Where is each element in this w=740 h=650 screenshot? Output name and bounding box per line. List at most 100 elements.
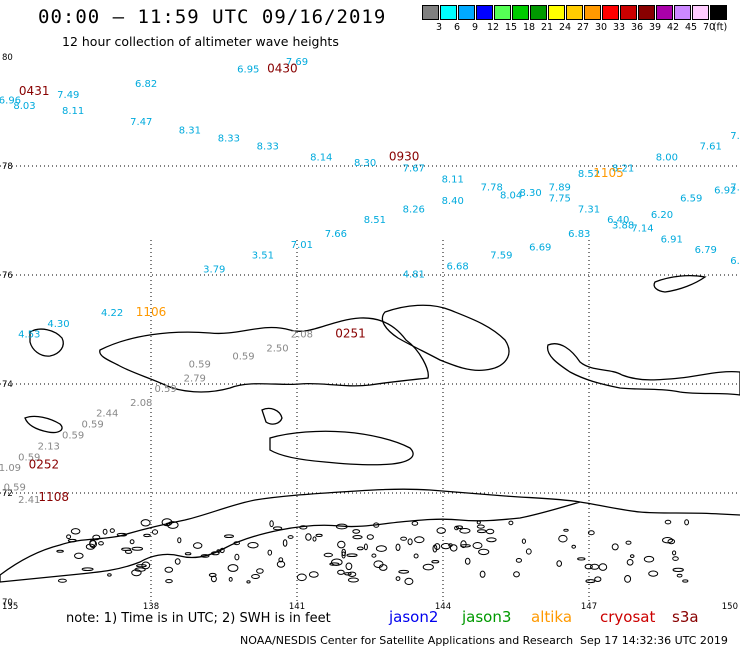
coastline-island-faddeyevsky xyxy=(381,304,510,372)
delta-islet xyxy=(407,538,413,546)
wave-height-label: 2.44 xyxy=(96,409,118,420)
delta-islet xyxy=(211,551,220,556)
delta-islet xyxy=(508,520,514,526)
wave-height-label: 8.26 xyxy=(403,204,425,215)
delta-islet xyxy=(395,543,401,551)
wave-height-label: 6.40 xyxy=(607,215,629,226)
map-labels: 7.69 6.95 6.82 7.49 6.968.03 8.11 7.47 8.31 8.33… xyxy=(0,57,740,506)
satellite-legend-altika: altika xyxy=(531,608,573,626)
wave-height-label: 7.01 xyxy=(291,240,313,251)
delta-islet xyxy=(571,544,577,549)
color-scale-tick: 36 xyxy=(630,22,644,33)
color-scale-swatch xyxy=(440,5,457,20)
delta-islet xyxy=(460,544,471,548)
color-scale-tick: 42 xyxy=(666,22,680,33)
color-scale-tick: 24 xyxy=(558,22,572,33)
delta-islet xyxy=(375,545,387,552)
delta-islet xyxy=(151,529,159,535)
delta-islet xyxy=(335,523,348,530)
wave-height-label: 7.31 xyxy=(578,204,600,215)
delta-islet xyxy=(109,528,115,533)
wave-height-label: 4.53 xyxy=(18,330,40,341)
delta-islet xyxy=(459,528,471,534)
color-scale-unit: (ft) xyxy=(712,22,728,33)
coastline-delta-east xyxy=(579,501,740,516)
wave-height-label: 7. xyxy=(730,183,740,194)
delta-islet xyxy=(521,538,527,544)
color-scale-tick: 12 xyxy=(486,22,500,33)
delta-islet xyxy=(323,552,333,558)
wave-height-label: 6.20 xyxy=(651,210,673,221)
wave-height-label: 8.31 xyxy=(179,125,201,136)
satellite-legend-jason3: jason3 xyxy=(462,608,512,626)
coastline-island-maly-lyakhovsky xyxy=(261,407,283,425)
wave-height-label: 0.59 xyxy=(18,452,40,463)
wave-height-label: 6.96 xyxy=(0,95,21,106)
coastline-island-bennett xyxy=(653,275,707,293)
color-scale-tick: 15 xyxy=(504,22,518,33)
color-scale-tick: 21 xyxy=(540,22,554,33)
delta-islet xyxy=(67,538,77,543)
delta-islet xyxy=(577,557,586,561)
delta-islet xyxy=(228,577,233,582)
map-title: 00:00 – 11:59 UTC 09/16/2019 xyxy=(38,6,387,28)
wave-height-label: 2.41 xyxy=(18,495,40,506)
map-subtitle: 12 hour collection of altimeter wave hei… xyxy=(62,34,339,49)
wave-height-label: 4.81 xyxy=(403,270,425,281)
delta-islet xyxy=(436,527,446,534)
delta-islet xyxy=(347,577,359,583)
wave-height-label: 7.14 xyxy=(631,223,653,234)
delta-islet xyxy=(525,548,532,555)
wave-height-label: 8.33 xyxy=(257,142,279,153)
wave-height-label: 3.79 xyxy=(203,264,225,275)
wave-height-label: 0.59 xyxy=(189,360,211,371)
wave-height-label: 3.88 xyxy=(612,221,634,232)
delta-islet xyxy=(558,534,568,543)
wave-height-label: 7. xyxy=(730,131,740,142)
delta-islet xyxy=(315,533,323,538)
coastline-island-bolshoy-lyakhovsky xyxy=(269,430,414,466)
color-scale-tick: 9 xyxy=(471,22,479,33)
delta-islet xyxy=(352,535,363,540)
delta-islet xyxy=(269,520,274,528)
delta-islet xyxy=(143,533,151,538)
wave-height-label: 6.91 xyxy=(661,234,683,245)
delta-islet xyxy=(276,560,286,568)
color-scale-swatch xyxy=(512,5,529,20)
delta-islet xyxy=(165,579,173,584)
wave-height-label: 1.09 xyxy=(0,463,21,474)
delta-islet xyxy=(594,576,602,583)
delta-islet xyxy=(476,524,485,529)
delta-islet xyxy=(486,537,497,543)
color-scale-swatch xyxy=(530,5,547,20)
satellite-legend-jason2: jason2 xyxy=(389,608,439,626)
color-scale-tick: 45 xyxy=(684,22,698,33)
delta-islet xyxy=(251,574,260,579)
coastline-mainland xyxy=(0,488,581,583)
delta-islet xyxy=(296,573,307,582)
wave-height-label: 0.59 xyxy=(154,384,176,395)
delta-islet xyxy=(363,543,368,551)
wave-height-label: 8.21 xyxy=(612,163,634,174)
color-scale-swatch xyxy=(584,5,601,20)
delta-islet xyxy=(485,528,495,535)
legend-note: note: 1) Time is in UTC; 2) SWH is in fe… xyxy=(66,611,331,626)
latitude-label: 70 xyxy=(2,598,13,608)
delta-islet xyxy=(411,521,419,526)
color-scale-swatch xyxy=(656,5,673,20)
latitude-label: 74 xyxy=(2,380,13,390)
delta-islet xyxy=(131,569,142,577)
latitude-label: 78 xyxy=(2,162,13,172)
longitude-label: 147 xyxy=(581,602,597,612)
delta-islet xyxy=(341,551,346,559)
color-scale-swatch xyxy=(674,5,691,20)
wave-height-label: 0.59 xyxy=(62,431,84,442)
wave-height-label: 6.68 xyxy=(446,262,468,273)
delta-islet xyxy=(129,539,135,545)
delta-islet xyxy=(648,570,659,577)
delta-islet xyxy=(164,566,174,573)
wave-height-label: 6.79 xyxy=(695,245,717,256)
pass-time-label: 1105 xyxy=(593,166,624,180)
wave-height-label: 7.69 xyxy=(286,57,308,68)
